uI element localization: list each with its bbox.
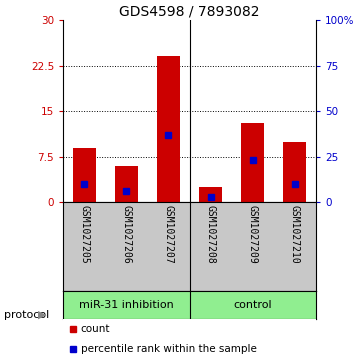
Text: GSM1027209: GSM1027209 <box>248 205 258 264</box>
Bar <box>157 56 180 202</box>
Text: GSM1027210: GSM1027210 <box>290 205 300 264</box>
Bar <box>115 166 138 202</box>
Bar <box>73 148 96 202</box>
Text: GSM1027207: GSM1027207 <box>164 205 174 264</box>
Bar <box>283 142 306 202</box>
Text: control: control <box>234 300 272 310</box>
Title: GDS4598 / 7893082: GDS4598 / 7893082 <box>119 5 260 19</box>
Text: GSM1027206: GSM1027206 <box>121 205 131 264</box>
Text: GSM1027205: GSM1027205 <box>79 205 89 264</box>
Text: miR-31 inhibition: miR-31 inhibition <box>79 300 174 310</box>
Bar <box>241 123 264 202</box>
Text: protocol: protocol <box>4 310 49 320</box>
Text: count: count <box>81 324 110 334</box>
Text: GSM1027208: GSM1027208 <box>205 205 216 264</box>
Text: percentile rank within the sample: percentile rank within the sample <box>81 344 257 354</box>
Bar <box>199 187 222 202</box>
Text: ▶: ▶ <box>38 310 47 320</box>
